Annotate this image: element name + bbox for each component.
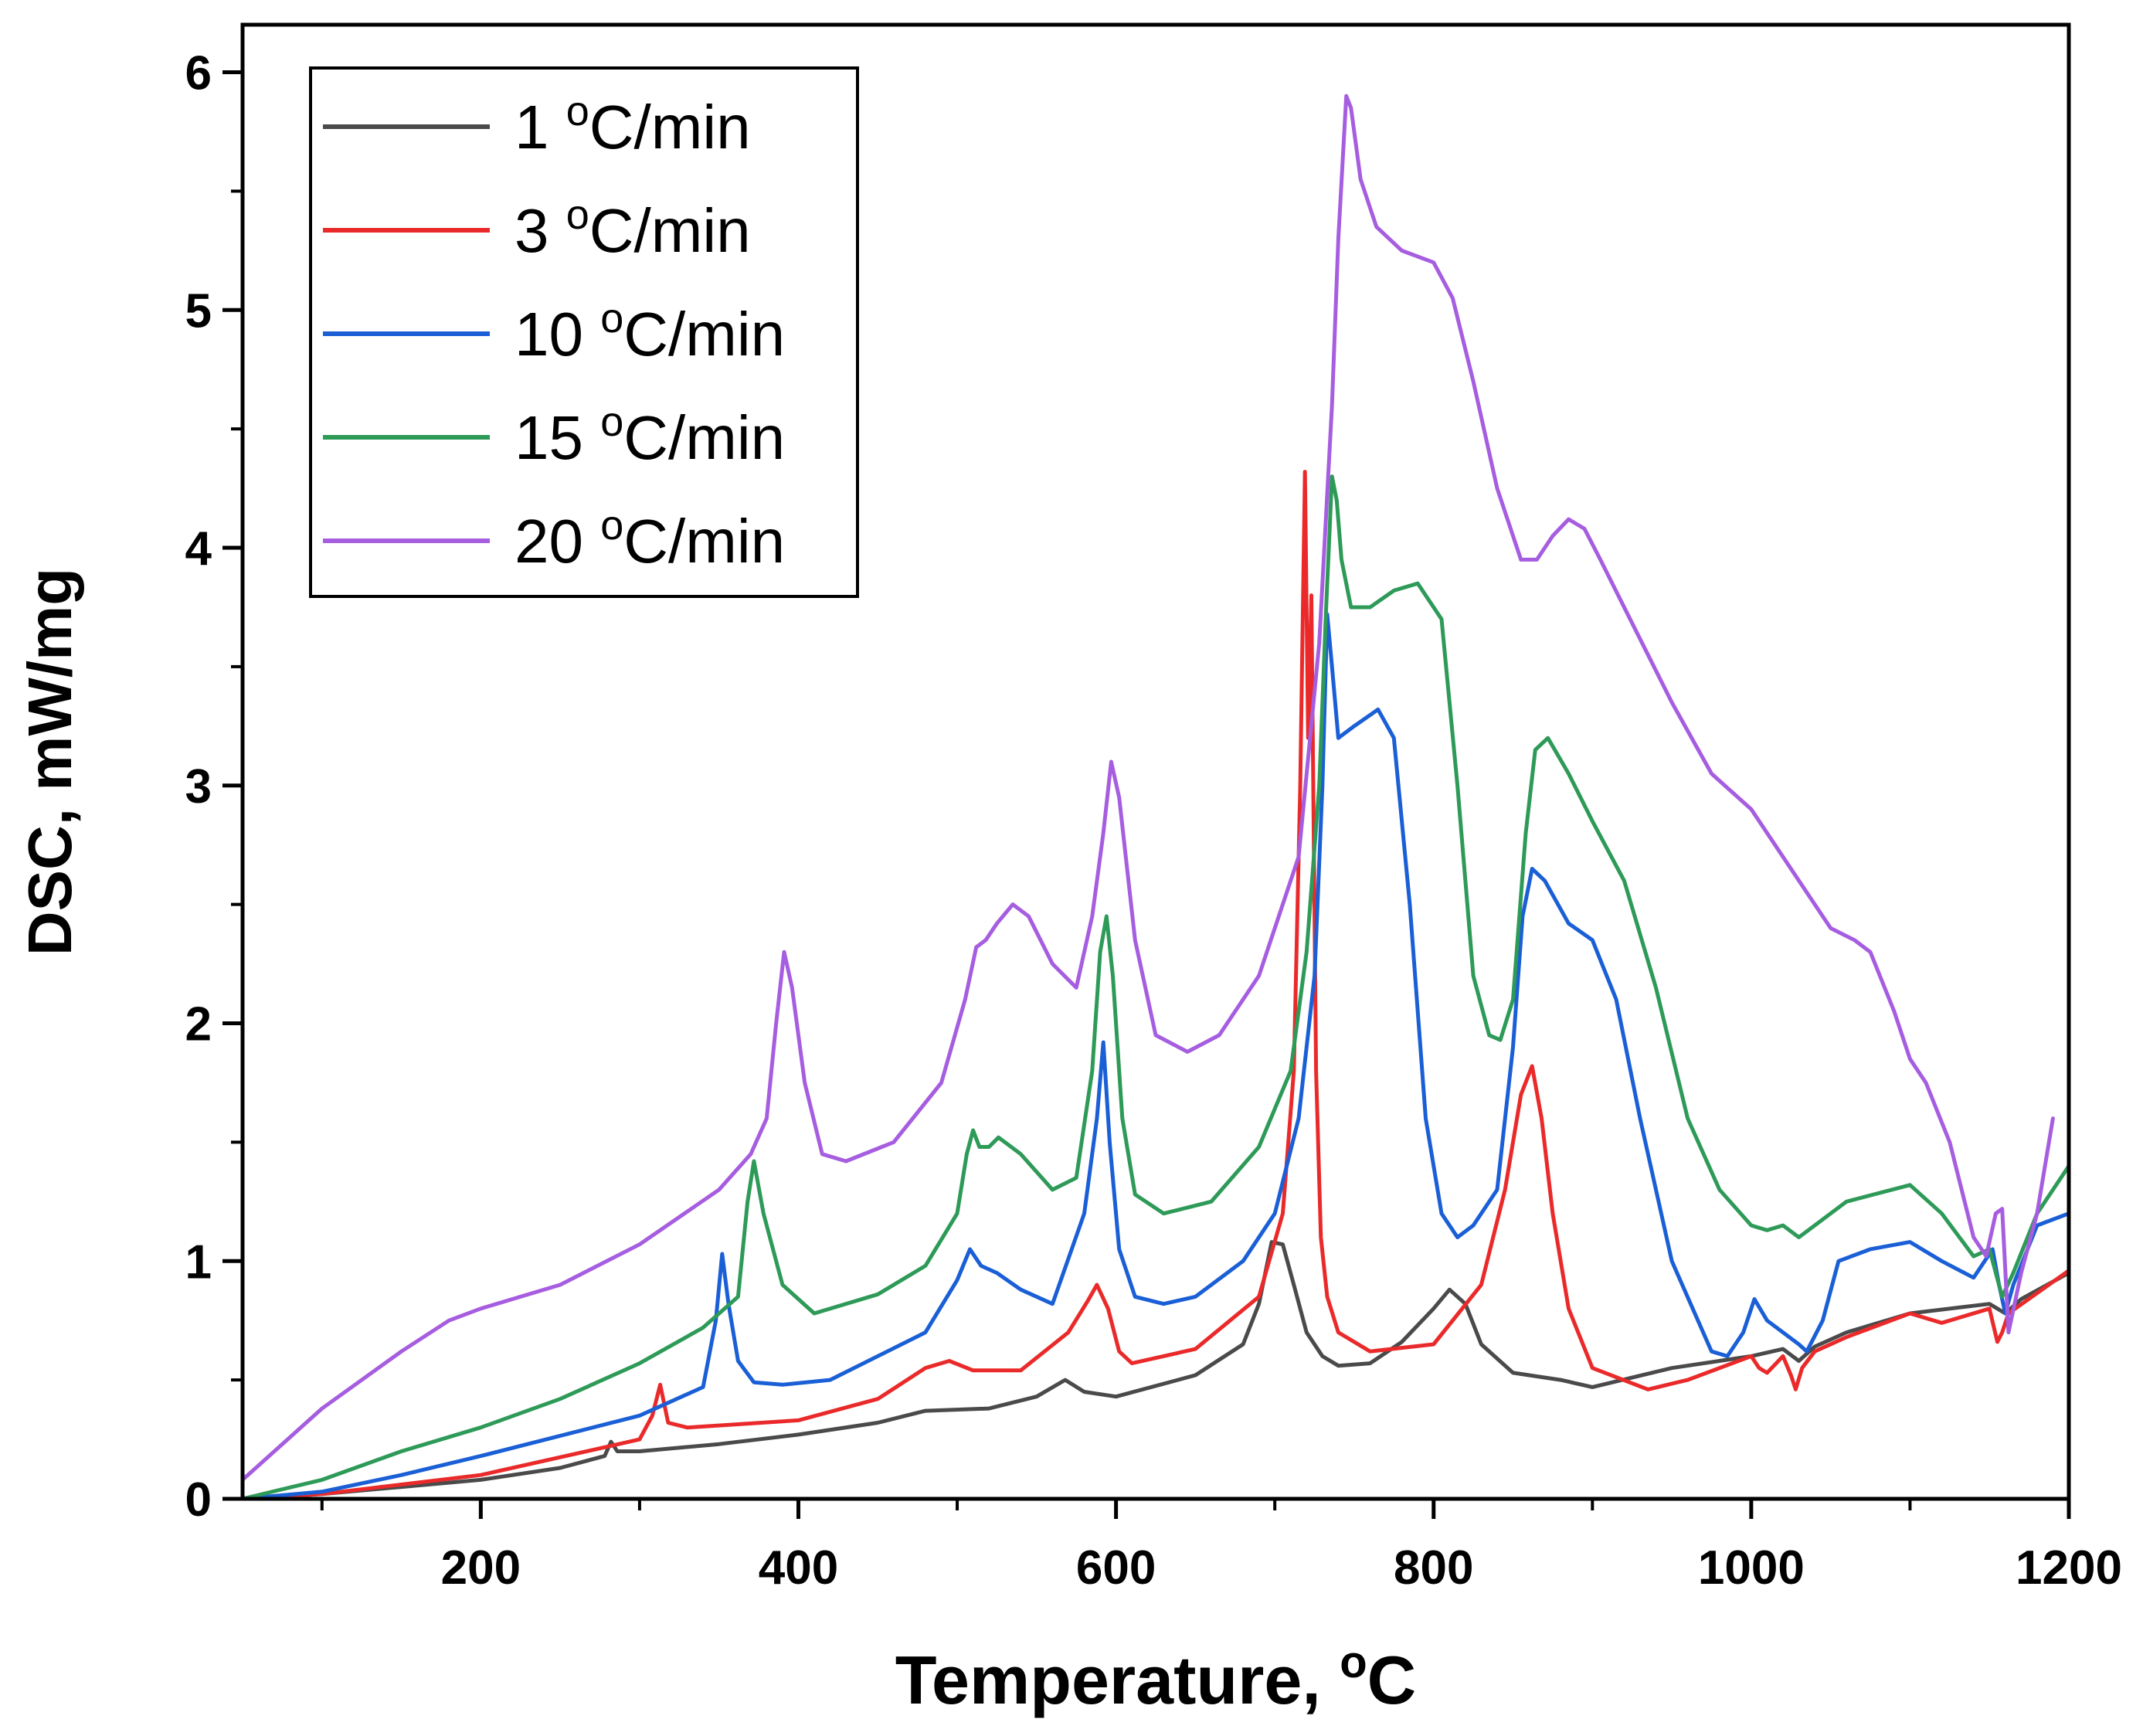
axis-layer: 200 400 600 800 1000 1200 0 1 2 3 4 5 6	[185, 47, 2122, 1595]
x-axis-title: Temperature, oC	[895, 1637, 1416, 1718]
series-line-5	[240, 93, 2055, 1482]
x-tick-label: 1000	[1698, 1541, 1805, 1595]
y-tick-label: 1	[185, 1235, 212, 1289]
x-axis-title-unit: C	[1367, 1642, 1417, 1718]
x-axis-degree-mark: o	[1340, 1637, 1367, 1687]
legend-item: 15 oC/min	[323, 399, 785, 472]
y-tick-label: 4	[185, 522, 212, 576]
legend-item: 10 oC/min	[323, 295, 785, 369]
plot-frame	[240, 22, 2071, 1501]
legend-item: 3 oC/min	[323, 192, 751, 265]
series-line-4	[240, 474, 2071, 1501]
x-tick-label: 400	[759, 1541, 838, 1595]
series-line-1	[240, 1240, 2071, 1501]
legend-label: 20 oC/min	[515, 502, 785, 576]
legend-item: 1 oC/min	[323, 88, 751, 161]
y-tick-label: 3	[185, 760, 212, 814]
y-axis-title: DSC, mW/mg	[15, 568, 84, 956]
series-line-2	[240, 470, 2071, 1501]
legend-label: 1 oC/min	[515, 88, 751, 161]
x-tick-label: 800	[1394, 1541, 1473, 1595]
legend: 1 oC/min 3 oC/min 10 oC/min 15 oC/min 20 oC/…	[309, 66, 859, 598]
x-tick-label: 200	[441, 1541, 521, 1595]
series-line-3	[240, 612, 2071, 1501]
series-layer	[240, 93, 2071, 1501]
legend-label: 15 oC/min	[515, 399, 785, 472]
y-tick-label: 5	[185, 284, 212, 338]
legend-item: 20 oC/min	[323, 502, 785, 576]
y-tick-label: 0	[185, 1473, 212, 1527]
y-tick-label: 6	[185, 47, 212, 100]
x-axis-title-main: Temperature,	[895, 1642, 1340, 1718]
legend-label: 10 oC/min	[515, 295, 785, 369]
x-tick-label: 600	[1076, 1541, 1156, 1595]
legend-label: 3 oC/min	[515, 192, 751, 265]
x-tick-label: 1200	[2016, 1541, 2122, 1595]
y-tick-label: 2	[185, 998, 212, 1051]
